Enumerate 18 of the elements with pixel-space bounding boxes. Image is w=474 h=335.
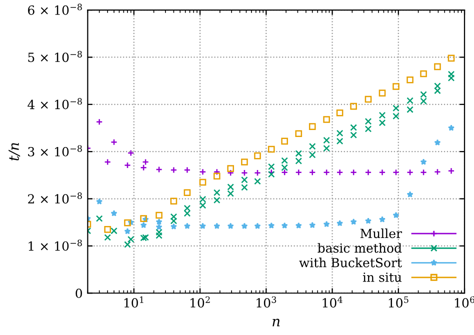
y-tick-label: 5 × 10$^{−8}$ xyxy=(28,50,82,62)
y-tick-label: 3 × 10$^{−8}$ xyxy=(28,145,82,156)
x-tick-label: 10$^{5}$ xyxy=(388,296,408,308)
x-tick-label: 10$^{4}$ xyxy=(322,296,342,308)
legend-label: with BucketSort xyxy=(299,258,402,268)
y-axis-title: t/n xyxy=(8,142,20,160)
legend-label: in situ xyxy=(362,272,402,282)
x-tick-label: 10$^{2}$ xyxy=(190,296,210,308)
x-axis-title: n xyxy=(272,318,280,326)
y-tick-label: 1 × 10$^{−8}$ xyxy=(28,240,82,251)
y-tick-label: 2 × 10$^{−8}$ xyxy=(28,192,82,204)
legend-label: Muller xyxy=(360,228,402,238)
y-tick-label: 6 × 10$^{−8}$ xyxy=(28,4,82,15)
y-tick-label: 4 × 10$^{−8}$ xyxy=(28,98,82,110)
y-tick-label: 0 xyxy=(76,288,82,298)
x-tick-label: 10$^{3}$ xyxy=(256,296,276,308)
legend-label: basic method xyxy=(318,243,402,253)
x-tick-label: 10$^{1}$ xyxy=(124,296,144,308)
